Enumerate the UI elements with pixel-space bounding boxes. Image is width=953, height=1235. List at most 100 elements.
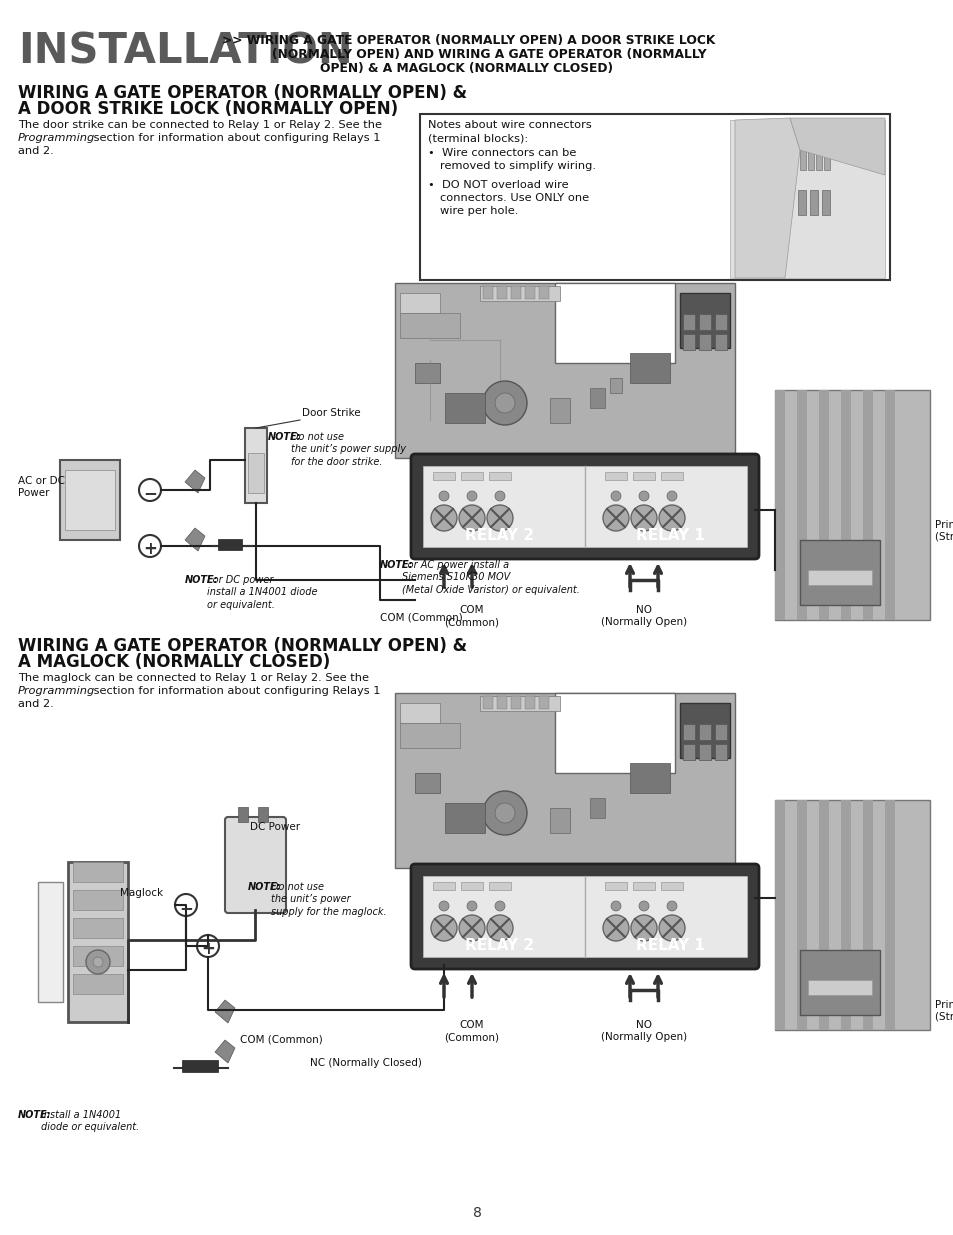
Text: 8: 8 [472,1207,481,1220]
Bar [419,114,889,280]
Bar [248,453,264,493]
Bar [399,312,459,338]
Bar [807,130,813,170]
Bar [815,130,821,170]
Bar [524,287,535,299]
Text: COM
(Common): COM (Common) [444,605,499,627]
Bar [823,130,829,170]
Bar [884,390,894,620]
Bar [237,806,248,823]
Bar [629,353,669,383]
Bar [182,1060,218,1072]
Text: Programming: Programming [18,133,95,143]
Text: AC or DC
Power: AC or DC Power [18,475,65,499]
Bar [679,703,729,758]
Circle shape [458,505,484,531]
Bar [629,763,669,793]
Bar [682,314,695,330]
Polygon shape [789,119,884,175]
Bar [604,882,626,890]
Bar [800,130,805,170]
FancyBboxPatch shape [225,818,286,913]
Text: wire per hole.: wire per hole. [439,206,517,216]
Bar [555,283,675,363]
Polygon shape [214,1000,234,1023]
Bar [460,472,482,480]
Bar [422,876,746,957]
Text: OPEN) & A MAGLOCK (NORMALLY CLOSED): OPEN) & A MAGLOCK (NORMALLY CLOSED) [319,62,613,75]
Text: Notes about wire connectors
(terminal blocks):: Notes about wire connectors (terminal bl… [428,120,591,143]
Text: Door Strike: Door Strike [302,408,360,417]
Text: •  DO NOT overload wire: • DO NOT overload wire [428,180,568,190]
Bar [660,882,682,890]
Circle shape [431,915,456,941]
Text: (NORMALLY OPEN) AND WIRING A GATE OPERATOR (NORMALLY: (NORMALLY OPEN) AND WIRING A GATE OPERAT… [272,48,706,61]
Bar [729,120,884,278]
Circle shape [86,950,110,974]
Bar [415,363,439,383]
Text: Install a 1N4001
diode or equivalent.: Install a 1N4001 diode or equivalent. [41,1110,139,1132]
Circle shape [438,492,449,501]
Circle shape [486,915,513,941]
Text: NOTE:: NOTE: [185,576,218,585]
Text: Programming: Programming [18,685,95,697]
Bar [774,390,784,620]
Circle shape [610,902,620,911]
Bar [714,333,726,350]
Circle shape [666,492,677,501]
Bar [489,882,511,890]
Bar [68,862,128,1023]
Bar [633,882,655,890]
Text: WIRING A GATE OPERATOR (NORMALLY OPEN) &: WIRING A GATE OPERATOR (NORMALLY OPEN) & [18,84,467,103]
Text: INSTALLATION: INSTALLATION [18,30,353,72]
Circle shape [431,505,456,531]
Bar [73,918,123,939]
Bar [511,287,520,299]
Bar [807,981,871,995]
Bar [73,946,123,966]
Text: −: − [179,899,193,918]
Bar [524,697,535,709]
Text: NOTE:: NOTE: [248,882,281,892]
Text: and 2.: and 2. [18,146,53,156]
Bar [538,697,548,709]
Bar [774,800,929,1030]
Bar [60,459,120,540]
Text: COM
(Common): COM (Common) [444,1020,499,1042]
Bar [807,571,871,585]
Bar [73,974,123,994]
Bar [609,378,621,393]
Bar [633,472,655,480]
Polygon shape [734,119,800,278]
Bar [422,466,746,547]
Bar [589,388,604,408]
FancyBboxPatch shape [411,864,759,969]
Bar [65,471,115,530]
Text: RELAY 1: RELAY 1 [635,529,703,543]
Bar [699,724,710,740]
Bar [399,293,439,312]
Bar [862,390,872,620]
Text: COM (Common): COM (Common) [379,613,462,622]
Bar [479,287,559,301]
Circle shape [630,915,657,941]
Bar [555,693,675,773]
Bar [774,800,784,1030]
Bar [699,314,710,330]
Bar [482,697,493,709]
Bar [682,724,695,740]
Circle shape [467,492,476,501]
Text: NO
(Normally Open): NO (Normally Open) [600,1020,686,1042]
Circle shape [630,505,657,531]
Circle shape [639,492,648,501]
Polygon shape [185,471,205,493]
Bar [714,724,726,740]
Bar [497,697,506,709]
Text: RELAY 2: RELAY 2 [465,939,534,953]
Bar [497,287,506,299]
Bar [809,190,817,215]
Bar [796,800,806,1030]
Bar [660,472,682,480]
Bar [415,773,439,793]
Circle shape [639,902,648,911]
